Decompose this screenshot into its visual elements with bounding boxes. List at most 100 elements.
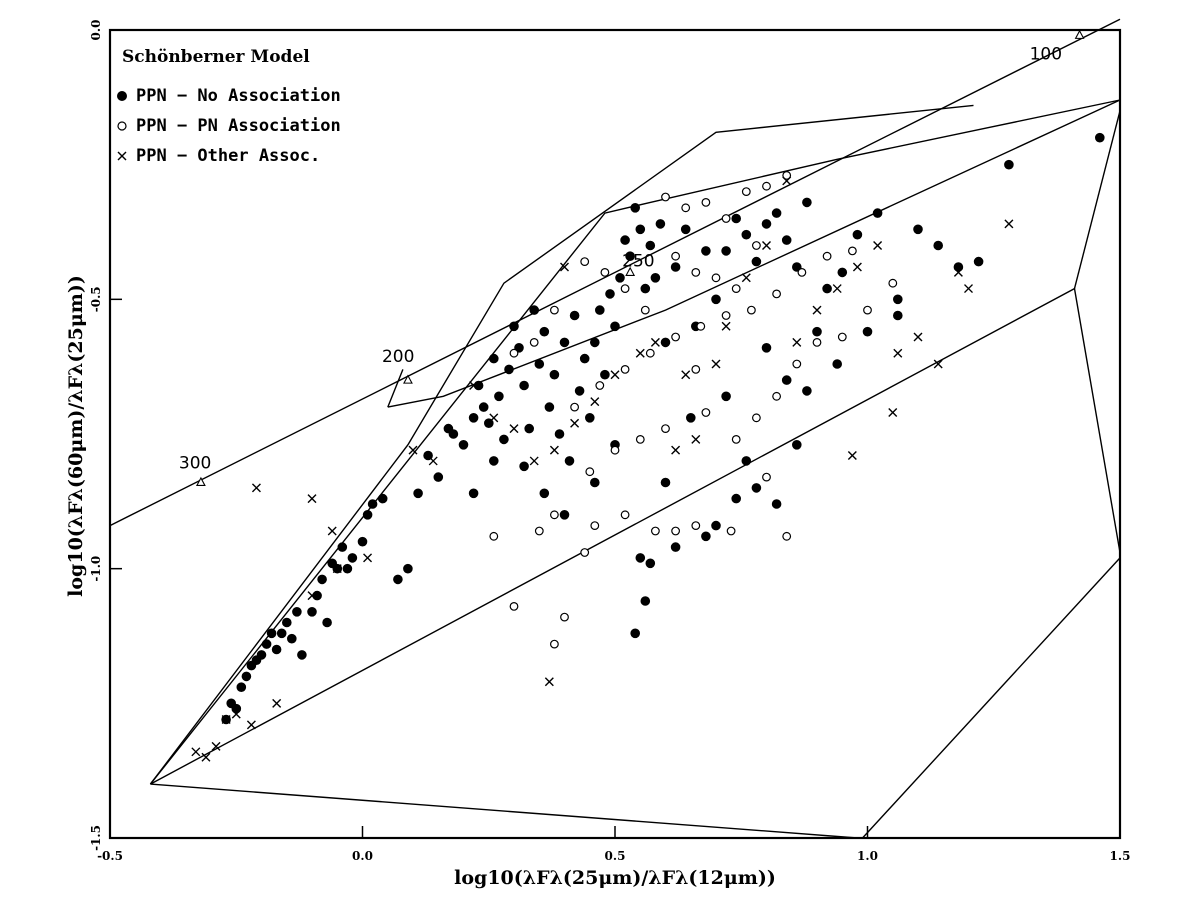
point-pn-association bbox=[610, 445, 620, 455]
point-other-assoc bbox=[307, 591, 317, 601]
legend-label-other-assoc: PPN − Other Assoc. bbox=[136, 146, 320, 166]
point-no-association bbox=[630, 203, 641, 213]
model-line-5 bbox=[150, 287, 1121, 785]
point-no-association bbox=[872, 208, 883, 218]
point-no-association bbox=[287, 633, 297, 644]
point-no-association bbox=[781, 235, 792, 245]
point-no-association bbox=[276, 628, 287, 639]
point-other-assoc bbox=[307, 494, 317, 504]
point-no-association bbox=[680, 224, 691, 235]
point-other-assoc bbox=[671, 445, 681, 455]
point-pn-association bbox=[701, 197, 711, 207]
point-no-association bbox=[630, 628, 641, 639]
point-pn-association bbox=[645, 348, 655, 358]
data-points bbox=[191, 132, 1105, 762]
point-pn-association bbox=[595, 381, 605, 390]
point-other-assoc bbox=[1004, 219, 1014, 229]
point-no-association bbox=[473, 380, 484, 391]
x-tick-label: 0.5 bbox=[605, 849, 626, 863]
point-no-association bbox=[282, 617, 292, 628]
point-no-association bbox=[534, 359, 545, 369]
point-pn-association bbox=[726, 526, 736, 536]
point-other-assoc bbox=[549, 445, 559, 455]
model-marker-triangle bbox=[195, 476, 206, 487]
point-no-association bbox=[509, 321, 519, 332]
point-no-association bbox=[721, 246, 731, 256]
point-pn-association bbox=[822, 251, 832, 261]
point-no-association bbox=[489, 353, 499, 364]
point-other-assoc bbox=[469, 381, 479, 391]
point-pn-association bbox=[792, 359, 802, 369]
point-pn-association bbox=[762, 472, 771, 482]
y-tick-label: -0.5 bbox=[89, 286, 103, 312]
point-other-assoc bbox=[489, 413, 499, 423]
point-no-association bbox=[741, 229, 752, 240]
point-pn-association bbox=[671, 332, 680, 342]
plot-frame bbox=[108, 28, 1122, 840]
point-pn-association bbox=[651, 526, 660, 536]
point-other-assoc bbox=[560, 262, 569, 272]
point-pn-association bbox=[863, 305, 872, 315]
point-no-association bbox=[524, 423, 535, 434]
point-no-association bbox=[559, 337, 570, 348]
point-other-assoc bbox=[873, 240, 883, 250]
model-line-2 bbox=[387, 99, 1121, 408]
point-pn-association bbox=[620, 284, 630, 294]
x-axis-title: log10(λFλ(25μm)/λFλ(12μm)) bbox=[454, 867, 776, 889]
point-pn-association bbox=[747, 305, 756, 315]
point-no-association bbox=[590, 477, 600, 488]
point-no-association bbox=[236, 682, 247, 693]
x-tick-label: 1.0 bbox=[857, 849, 878, 863]
point-other-assoc bbox=[272, 698, 282, 708]
point-pn-association bbox=[661, 424, 670, 434]
point-no-association bbox=[640, 283, 651, 294]
point-no-association bbox=[741, 456, 752, 466]
y-axis-title: log10(λFλ(60μm)/λFλ(25μm)) bbox=[65, 275, 87, 597]
point-pn-association bbox=[848, 246, 857, 256]
point-pn-association bbox=[580, 257, 590, 267]
point-no-association bbox=[539, 488, 550, 499]
point-no-association bbox=[953, 262, 964, 272]
point-no-association bbox=[478, 402, 489, 412]
point-other-assoc bbox=[812, 305, 822, 315]
point-no-association bbox=[554, 429, 565, 439]
point-other-assoc bbox=[231, 709, 241, 719]
point-no-association bbox=[544, 402, 555, 412]
point-no-association bbox=[393, 574, 403, 585]
point-no-association bbox=[771, 499, 782, 509]
point-pn-association bbox=[570, 402, 579, 412]
model-line-1 bbox=[387, 369, 404, 408]
model-marker-triangle bbox=[1074, 29, 1085, 39]
point-no-association bbox=[539, 326, 550, 337]
point-no-association bbox=[731, 213, 742, 224]
point-other-assoc bbox=[544, 677, 554, 687]
point-pn-association bbox=[691, 268, 701, 277]
point-other-assoc bbox=[852, 262, 862, 272]
model-line-0 bbox=[109, 18, 1121, 527]
point-other-assoc bbox=[711, 359, 721, 369]
point-no-association bbox=[751, 256, 762, 267]
point-other-assoc bbox=[529, 456, 539, 466]
point-no-association bbox=[519, 461, 529, 472]
point-no-association bbox=[458, 440, 469, 450]
point-no-association bbox=[822, 283, 832, 294]
point-other-assoc bbox=[792, 337, 802, 347]
point-pn-association bbox=[691, 521, 701, 530]
point-no-association bbox=[564, 456, 575, 466]
point-no-association bbox=[585, 413, 595, 423]
point-pn-association bbox=[509, 348, 519, 358]
point-pn-association bbox=[681, 203, 691, 213]
point-pn-association bbox=[691, 365, 701, 374]
point-pn-association bbox=[696, 321, 706, 331]
point-pn-association bbox=[671, 526, 680, 536]
point-no-association bbox=[433, 472, 444, 482]
point-no-association bbox=[670, 542, 681, 552]
y-tick-label: 0.0 bbox=[89, 20, 103, 41]
point-other-assoc bbox=[221, 714, 231, 724]
point-other-assoc bbox=[650, 337, 660, 347]
point-no-association bbox=[893, 310, 903, 321]
point-no-association bbox=[650, 273, 661, 283]
point-no-association bbox=[701, 246, 711, 256]
model-marker-label: 100 bbox=[1030, 44, 1062, 64]
point-pn-association bbox=[837, 332, 847, 342]
